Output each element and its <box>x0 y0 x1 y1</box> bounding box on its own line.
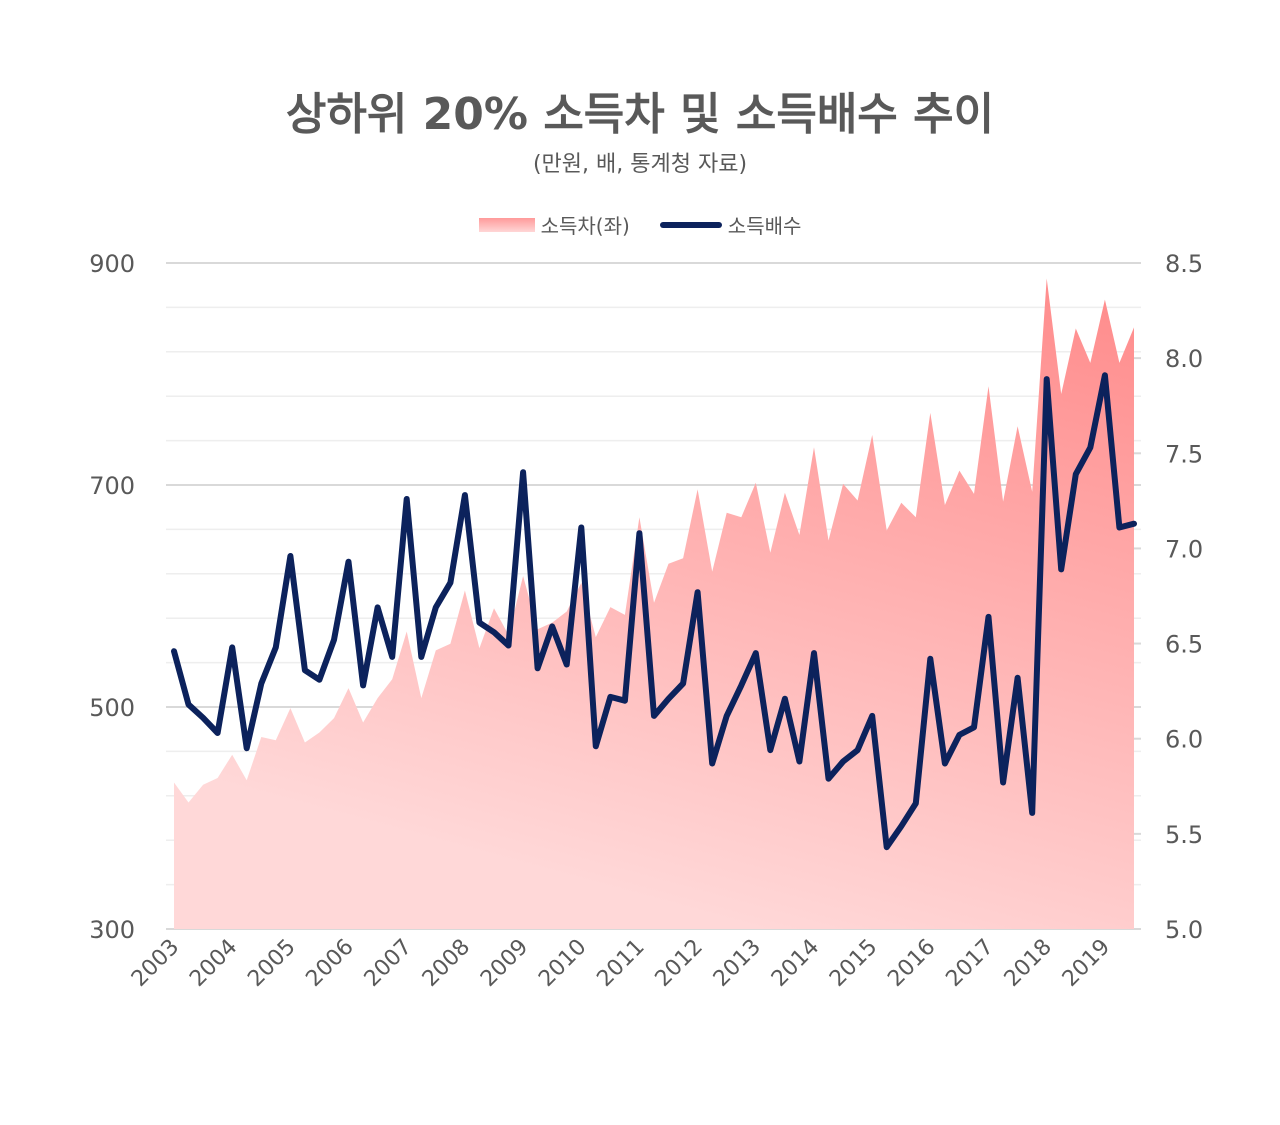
legend-item-income-ratio: 소득배수 <box>659 210 802 239</box>
y-right-tick-label: 7.0 <box>1165 535 1203 563</box>
x-tick-label: 2009 <box>476 935 533 992</box>
x-tick-label: 2005 <box>243 935 300 992</box>
y-right-tick-label: 6.5 <box>1165 631 1203 659</box>
x-tick-label: 2010 <box>534 935 591 992</box>
y-right-tick-label: 6.0 <box>1165 726 1203 754</box>
x-tick-label: 2013 <box>709 935 766 992</box>
x-tick-label: 2011 <box>592 935 649 992</box>
x-tick-label: 2019 <box>1058 935 1115 992</box>
y-left-tick-label: 300 <box>89 916 135 944</box>
chart-subtitle: (만원, 배, 통계청 자료) <box>532 152 748 177</box>
y-right-tick-label: 5.0 <box>1165 916 1203 944</box>
y-left-tick-label: 700 <box>89 472 135 500</box>
legend-item-income-gap: 소득차(좌) <box>478 210 630 239</box>
x-tick-label: 2014 <box>767 935 824 992</box>
x-tick-label: 2015 <box>825 935 882 992</box>
legend-swatch-area <box>478 217 535 232</box>
legend-swatch-line <box>659 221 722 228</box>
x-tick-label: 2008 <box>418 935 475 992</box>
x-tick-label: 2003 <box>127 935 184 992</box>
x-tick-label: 2018 <box>1000 935 1057 992</box>
y-left-tick-label: 900 <box>89 250 135 278</box>
x-tick-label: 2006 <box>302 935 359 992</box>
legend-label: 소득배수 <box>727 214 802 238</box>
y-right-tick-label: 8.0 <box>1165 345 1203 373</box>
legend-label: 소득차(좌) <box>540 214 630 238</box>
x-tick-label: 2012 <box>651 935 708 992</box>
y-right-tick-label: 8.5 <box>1165 250 1203 278</box>
y-right-tick-label: 7.5 <box>1165 440 1203 468</box>
x-tick-label: 2017 <box>941 935 998 992</box>
x-tick-label: 2007 <box>360 935 417 992</box>
chart-title: 상하위 20% 소득차 및 소득배수 추이 <box>285 89 995 140</box>
y-left-tick-label: 500 <box>89 694 135 722</box>
income-gap-area <box>174 278 1134 929</box>
legend: 소득차(좌) 소득배수 <box>0 210 1280 239</box>
y-right-tick-label: 5.5 <box>1165 821 1203 849</box>
x-tick-label: 2016 <box>883 935 940 992</box>
x-tick-label: 2004 <box>185 935 242 992</box>
